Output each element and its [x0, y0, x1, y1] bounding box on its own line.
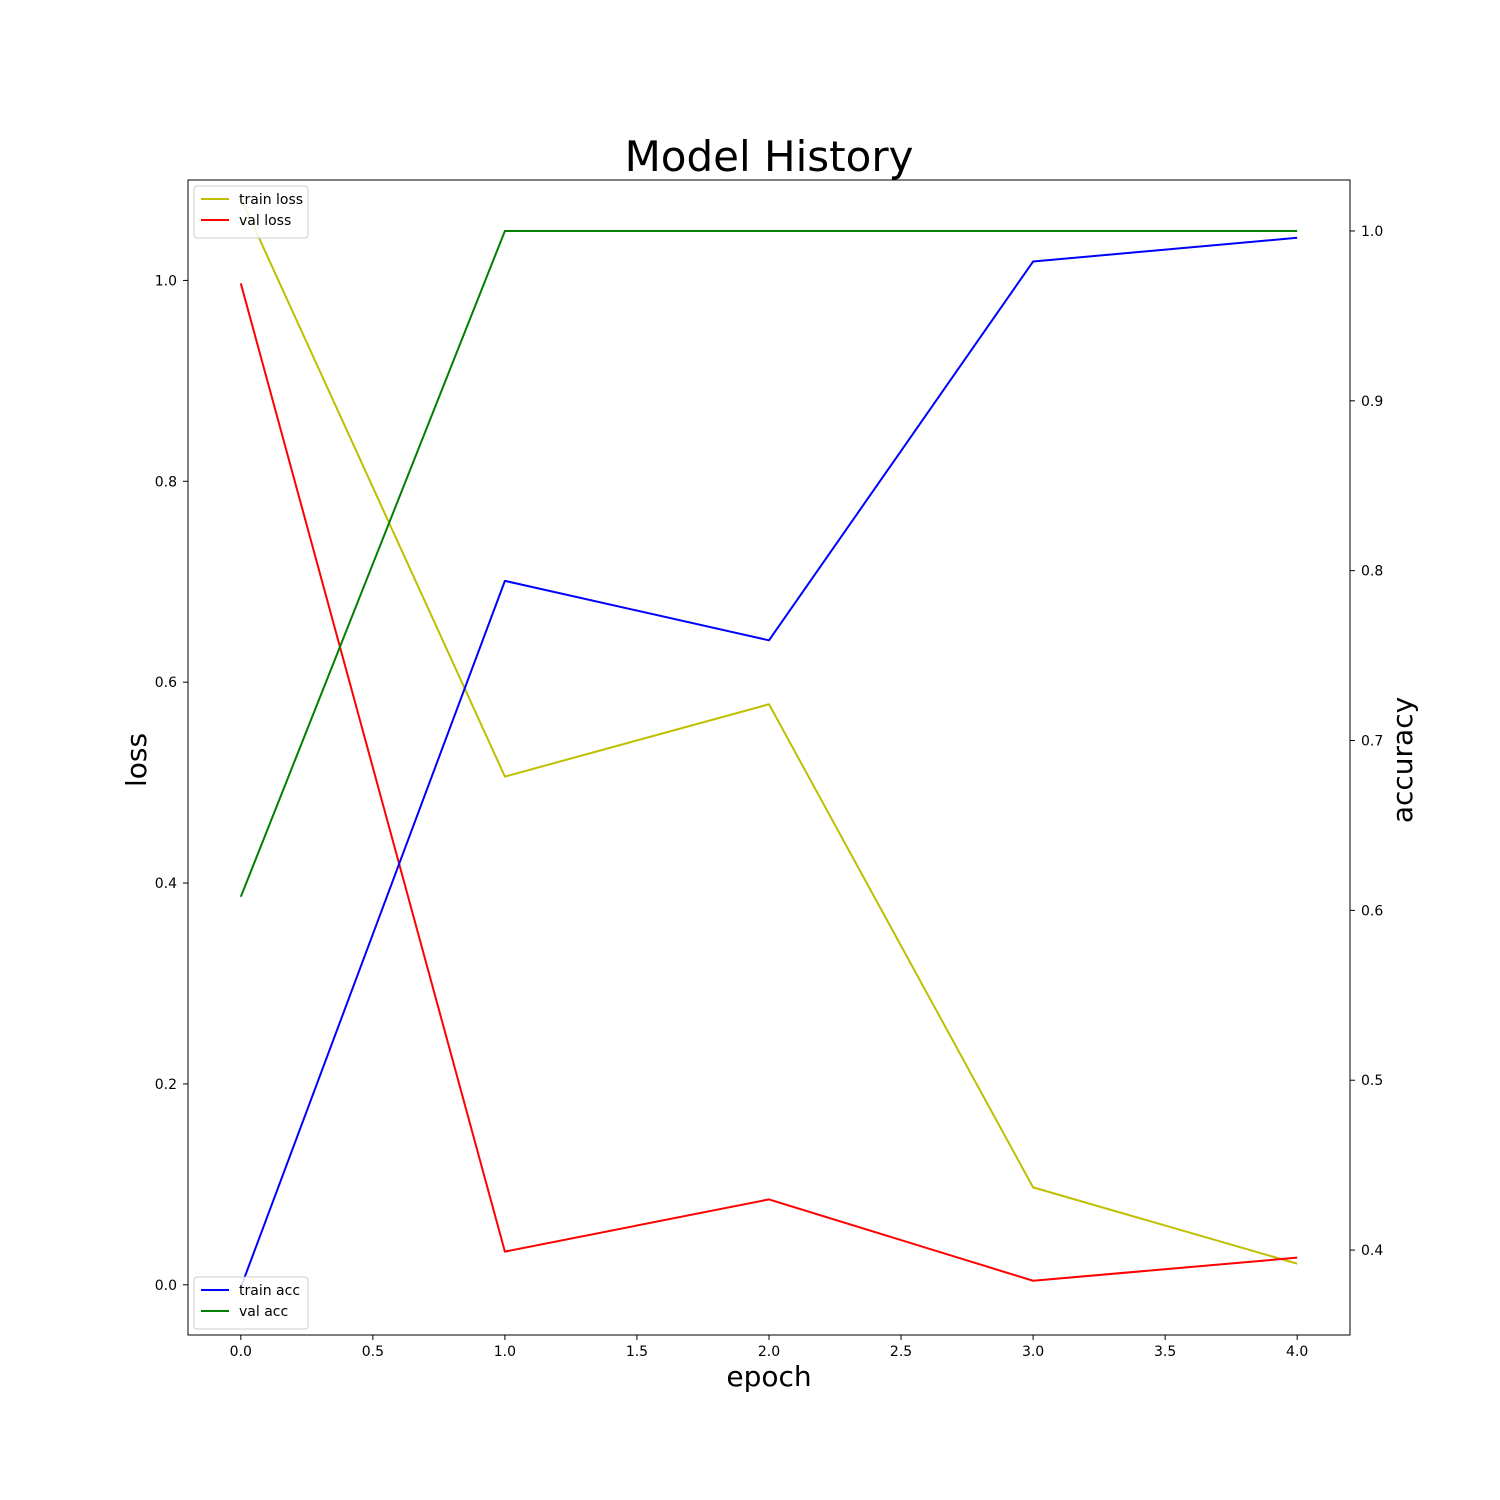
x-tick-label: 2.5	[890, 1344, 912, 1360]
y2-tick-label: 0.5	[1361, 1073, 1383, 1089]
y-tick-label: 0.4	[155, 876, 177, 892]
y-tick-label: 0.0	[155, 1278, 177, 1294]
y-tick-label: 1.0	[155, 273, 177, 289]
x-tick-label: 0.0	[230, 1344, 252, 1360]
x-tick-label: 1.0	[494, 1344, 516, 1360]
x-tick-label: 4.0	[1286, 1344, 1308, 1360]
y2-axis-title: accuracy	[1386, 697, 1419, 823]
series-line-train-loss	[239, 197, 1298, 1265]
y2-tick-label: 0.9	[1361, 394, 1383, 410]
plot-frame	[187, 179, 1351, 1336]
y-tick-label: 0.8	[155, 474, 177, 490]
x-tick-label: 1.5	[626, 1344, 648, 1360]
series-line-train-acc	[239, 236, 1298, 1288]
legend-upper-left: train loss val loss	[193, 185, 309, 239]
legend-label: val acc	[239, 1304, 288, 1320]
legend-label: train loss	[239, 192, 303, 208]
legend-label: val loss	[239, 213, 291, 229]
y2-tick-label: 0.7	[1361, 734, 1383, 750]
y-axis-title: loss	[120, 733, 153, 787]
x-axis-title: epoch	[726, 1360, 811, 1393]
series-line-val-loss	[239, 283, 1298, 1282]
chart-title: Model History	[625, 132, 914, 181]
x-tick-label: 3.5	[1154, 1344, 1176, 1360]
y-tick-label: 0.2	[155, 1077, 177, 1093]
series-line-val-acc	[239, 229, 1298, 898]
x-tick-label: 2.0	[758, 1344, 780, 1360]
y2-tick-label: 1.0	[1361, 224, 1383, 240]
y2-tick-label: 0.4	[1361, 1243, 1383, 1259]
y-tick-label: 0.6	[155, 675, 177, 691]
x-tick-label: 0.5	[362, 1344, 384, 1360]
y2-tick-label: 0.6	[1361, 903, 1383, 919]
series-layer	[239, 197, 1298, 1288]
y2-tick-label: 0.8	[1361, 564, 1383, 580]
legend-label: train acc	[239, 1283, 300, 1299]
tick-layer: 0.0 0.5 1.0 1.5 2.0 2.5 3.0 3.5 4.0 0.0 0.2 0.4 0.6 0…	[155, 224, 1384, 1360]
x-tick-label: 3.0	[1022, 1344, 1044, 1360]
legend-layer: train loss val loss train acc val acc	[193, 185, 309, 1330]
legend-lower-left: train acc val acc	[193, 1276, 309, 1330]
